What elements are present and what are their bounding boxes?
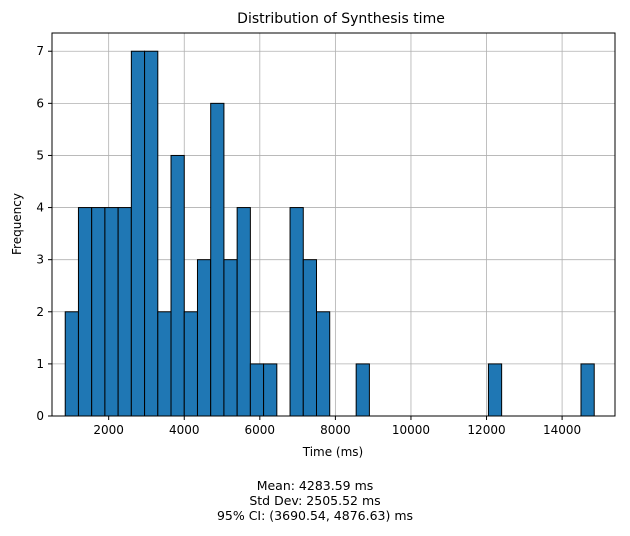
histogram-bar: [170, 154, 185, 417]
histogram-bar: [236, 207, 251, 417]
stats-std-dev: Std Dev: 2505.52 ms: [249, 493, 381, 508]
x-tick-label: 2000: [93, 423, 124, 437]
y-tick-label: 5: [36, 148, 44, 162]
axis-ticks: 2000 4000 6000 8000 10000 12000 14000 0 1 2 3 4 5 6 7: [36, 44, 581, 437]
histogram-bar: [355, 363, 370, 417]
y-tick-label: 2: [36, 305, 44, 319]
x-tick-label: 12000: [467, 423, 505, 437]
histogram-bar: [91, 207, 106, 417]
stats-confidence-interval: 95% CI: (3690.54, 4876.63) ms: [216, 508, 414, 523]
histogram-bar: [104, 207, 119, 417]
histogram-bar: [64, 311, 79, 417]
histogram-bar: [223, 259, 238, 417]
bars: [64, 50, 595, 417]
histogram-bar: [196, 259, 212, 417]
stats-mean: Mean: 4283.59 ms: [256, 478, 374, 493]
x-tick-label: 10000: [392, 423, 430, 437]
y-tick-label: 3: [36, 253, 44, 267]
histogram-bar: [249, 363, 265, 417]
y-tick-label: 6: [36, 96, 44, 110]
histogram-bar: [289, 207, 304, 417]
histogram-bar: [263, 363, 278, 417]
histogram-bar: [77, 207, 93, 417]
y-tick-label: 1: [36, 357, 44, 371]
histogram-bar: [157, 311, 172, 417]
y-axis-label: Frequency: [10, 193, 24, 255]
x-tick-label: 6000: [245, 423, 276, 437]
histogram-bar: [302, 259, 317, 417]
histogram-bar: [210, 102, 225, 417]
x-axis-label: Time (ms): [302, 445, 364, 459]
histogram-bar: [580, 363, 595, 417]
x-tick-label: 4000: [169, 423, 200, 437]
x-tick-label: 14000: [543, 423, 581, 437]
histogram-bar: [144, 50, 159, 417]
histogram-bar: [487, 363, 503, 417]
y-tick-label: 7: [36, 44, 44, 58]
histogram-bar: [130, 50, 146, 417]
y-tick-label: 0: [36, 409, 44, 423]
y-tick-label: 4: [36, 201, 44, 215]
chart-title: Distribution of Synthesis time: [237, 11, 445, 27]
x-tick-label: 8000: [320, 423, 351, 437]
histogram-bar: [315, 311, 331, 417]
histogram-bar: [183, 311, 198, 417]
plot-frame: [51, 32, 616, 417]
histogram-bar: [117, 207, 132, 417]
